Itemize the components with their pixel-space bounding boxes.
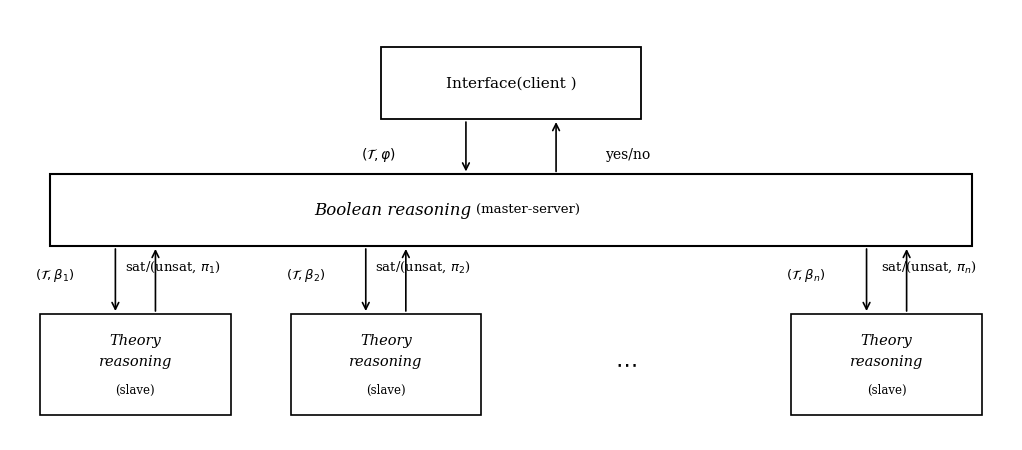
FancyBboxPatch shape (381, 47, 641, 119)
Text: reasoning: reasoning (850, 356, 923, 369)
Text: Boolean reasoning: Boolean reasoning (314, 202, 471, 219)
Text: sat/(unsat, $\pi_n$): sat/(unsat, $\pi_n$) (881, 260, 977, 275)
Text: reasoning: reasoning (99, 356, 172, 369)
Text: Theory: Theory (861, 334, 913, 348)
Text: Interface(client ): Interface(client ) (446, 76, 576, 90)
Text: (master-server): (master-server) (476, 204, 579, 217)
Text: yes/no: yes/no (606, 148, 651, 162)
Text: sat/(unsat, $\pi_1$): sat/(unsat, $\pi_1$) (125, 260, 221, 275)
Text: (slave): (slave) (366, 383, 406, 396)
Text: sat/(unsat, $\pi_2$): sat/(unsat, $\pi_2$) (375, 260, 471, 275)
Text: (slave): (slave) (867, 383, 907, 396)
Text: Theory: Theory (109, 334, 161, 348)
Text: $(\mathcal{T}, \varphi)$: $(\mathcal{T}, \varphi)$ (361, 146, 396, 164)
FancyBboxPatch shape (791, 314, 982, 415)
FancyBboxPatch shape (40, 314, 231, 415)
Text: $(\mathcal{T}, \beta_1)$: $(\mathcal{T}, \beta_1)$ (35, 267, 75, 284)
Text: $\cdots$: $\cdots$ (615, 355, 637, 374)
FancyBboxPatch shape (50, 174, 972, 246)
Text: $(\mathcal{T}, \beta_n)$: $(\mathcal{T}, \beta_n)$ (787, 267, 826, 284)
Text: Theory: Theory (360, 334, 412, 348)
Text: (slave): (slave) (115, 383, 155, 396)
FancyBboxPatch shape (290, 314, 481, 415)
Text: reasoning: reasoning (350, 356, 422, 369)
Text: $(\mathcal{T}, \beta_2)$: $(\mathcal{T}, \beta_2)$ (286, 267, 325, 284)
